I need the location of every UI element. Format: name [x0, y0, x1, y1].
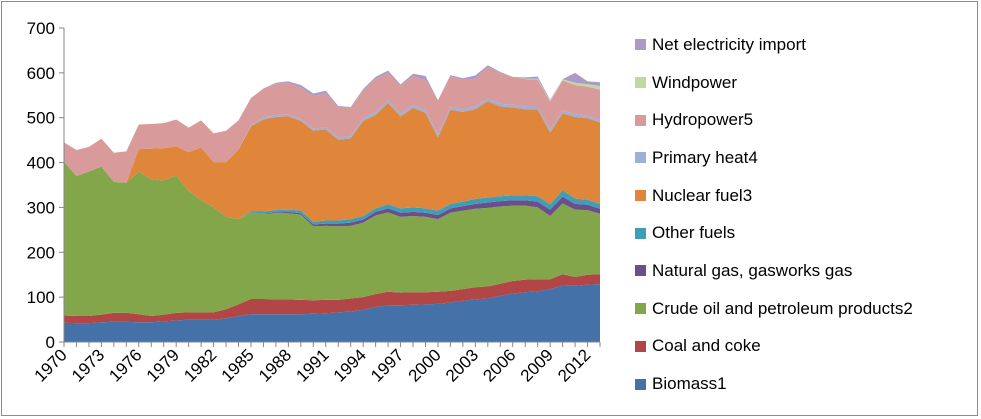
- legend-item: Biomass1: [635, 365, 975, 403]
- x-tick-label: 1991: [292, 345, 332, 385]
- y-tick-label: 200: [27, 243, 55, 262]
- x-tick-label: 1994: [330, 345, 370, 385]
- legend-item: Primary heat4: [635, 139, 975, 177]
- area-biomass1: [64, 284, 600, 342]
- legend-item: Net electricity import: [635, 26, 975, 64]
- legend-swatch: [635, 227, 646, 239]
- y-tick-label: 700: [27, 19, 55, 38]
- x-tick-label: 2012: [554, 345, 594, 385]
- y-tick-label: 100: [27, 288, 55, 307]
- legend-swatch: [635, 340, 646, 352]
- legend-swatch: [635, 303, 646, 315]
- legend-item: Natural gas, gasworks gas: [635, 252, 975, 290]
- area-hydropower5: [64, 67, 600, 183]
- legend-label: Coal and coke: [652, 336, 761, 356]
- plot-area: 0100200300400500600700197019731976197919…: [27, 19, 601, 386]
- legend-item: Crude oil and petroleum products2: [635, 290, 975, 328]
- legend-item: Nuclear fuel3: [635, 177, 975, 215]
- y-tick-label: 400: [27, 154, 55, 173]
- legend-label: Hydropower5: [652, 110, 754, 130]
- x-tick-label: 1988: [255, 345, 295, 385]
- y-tick-label: 600: [27, 64, 55, 83]
- legend-label: Crude oil and petroleum products2: [652, 298, 913, 318]
- legend-label: Other fuels: [652, 223, 736, 243]
- legend-swatch: [635, 265, 646, 277]
- x-tick-label: 2003: [442, 345, 482, 385]
- area-coal-and-coke: [64, 274, 600, 324]
- legend: Net electricity import Windpower Hydropowe…: [635, 26, 975, 403]
- y-tick-label: 500: [27, 109, 55, 128]
- x-tick-label: 1970: [31, 345, 71, 385]
- legend-swatch: [635, 152, 646, 164]
- legend-item: Other fuels: [635, 214, 975, 252]
- legend-label: Nuclear fuel3: [652, 185, 753, 205]
- x-tick-label: 1976: [105, 345, 145, 385]
- legend-label: Primary heat4: [652, 147, 758, 167]
- legend-swatch: [635, 77, 646, 89]
- x-tick-label: 2000: [405, 345, 445, 385]
- legend-swatch: [635, 190, 646, 202]
- x-tick-label: 1997: [367, 345, 407, 385]
- x-tick-label: 1985: [218, 345, 258, 385]
- legend-swatch: [635, 114, 646, 126]
- legend-label: Net electricity import: [652, 34, 806, 54]
- x-tick-label: 1973: [68, 345, 108, 385]
- x-tick-label: 2006: [479, 345, 519, 385]
- legend-item: Coal and coke: [635, 328, 975, 366]
- legend-label: Biomass1: [652, 374, 727, 394]
- x-tick-label: 1979: [143, 345, 183, 385]
- legend-swatch: [635, 39, 646, 51]
- legend-item: Hydropower5: [635, 101, 975, 139]
- legend-label: Windpower: [652, 72, 738, 92]
- area-series-group: [64, 65, 600, 342]
- x-tick-label: 1982: [180, 345, 220, 385]
- area-nuclear-fuel3: [64, 101, 600, 222]
- legend-label: Natural gas, gasworks gas: [652, 260, 853, 280]
- legend-swatch: [635, 378, 646, 390]
- y-tick-label: 0: [46, 333, 55, 352]
- y-tick-label: 300: [27, 198, 55, 217]
- legend-item: Windpower: [635, 64, 975, 102]
- x-tick-label: 2009: [517, 345, 557, 385]
- area-crude-oil-and-petroleum-products2: [64, 161, 600, 316]
